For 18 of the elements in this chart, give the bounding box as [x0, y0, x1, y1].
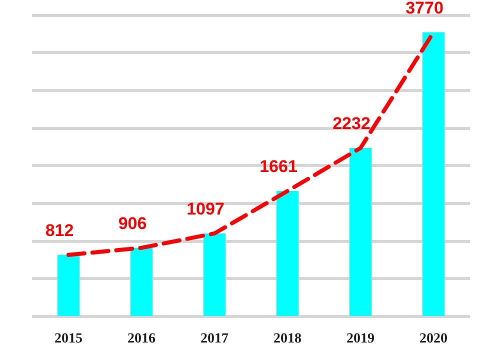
- bar: [58, 254, 80, 316]
- bar: [422, 32, 444, 316]
- x-tick-label: 2018: [274, 332, 302, 346]
- x-tick-label: 2020: [420, 332, 448, 346]
- x-tick-label: 2017: [200, 332, 228, 346]
- x-tick-label: 2016: [128, 332, 156, 346]
- data-label: 1661: [260, 157, 298, 176]
- data-label: 3770: [406, 0, 444, 18]
- data-label: 2232: [332, 114, 370, 134]
- bar: [350, 148, 372, 316]
- data-label: 1097: [186, 199, 224, 218]
- bar: [130, 248, 152, 316]
- data-label: 812: [45, 220, 74, 240]
- bar: [204, 233, 226, 316]
- data-label: 906: [118, 214, 147, 233]
- x-tick-label: 2019: [346, 332, 374, 346]
- x-tick-label: 2015: [54, 332, 82, 346]
- bar: [276, 191, 298, 316]
